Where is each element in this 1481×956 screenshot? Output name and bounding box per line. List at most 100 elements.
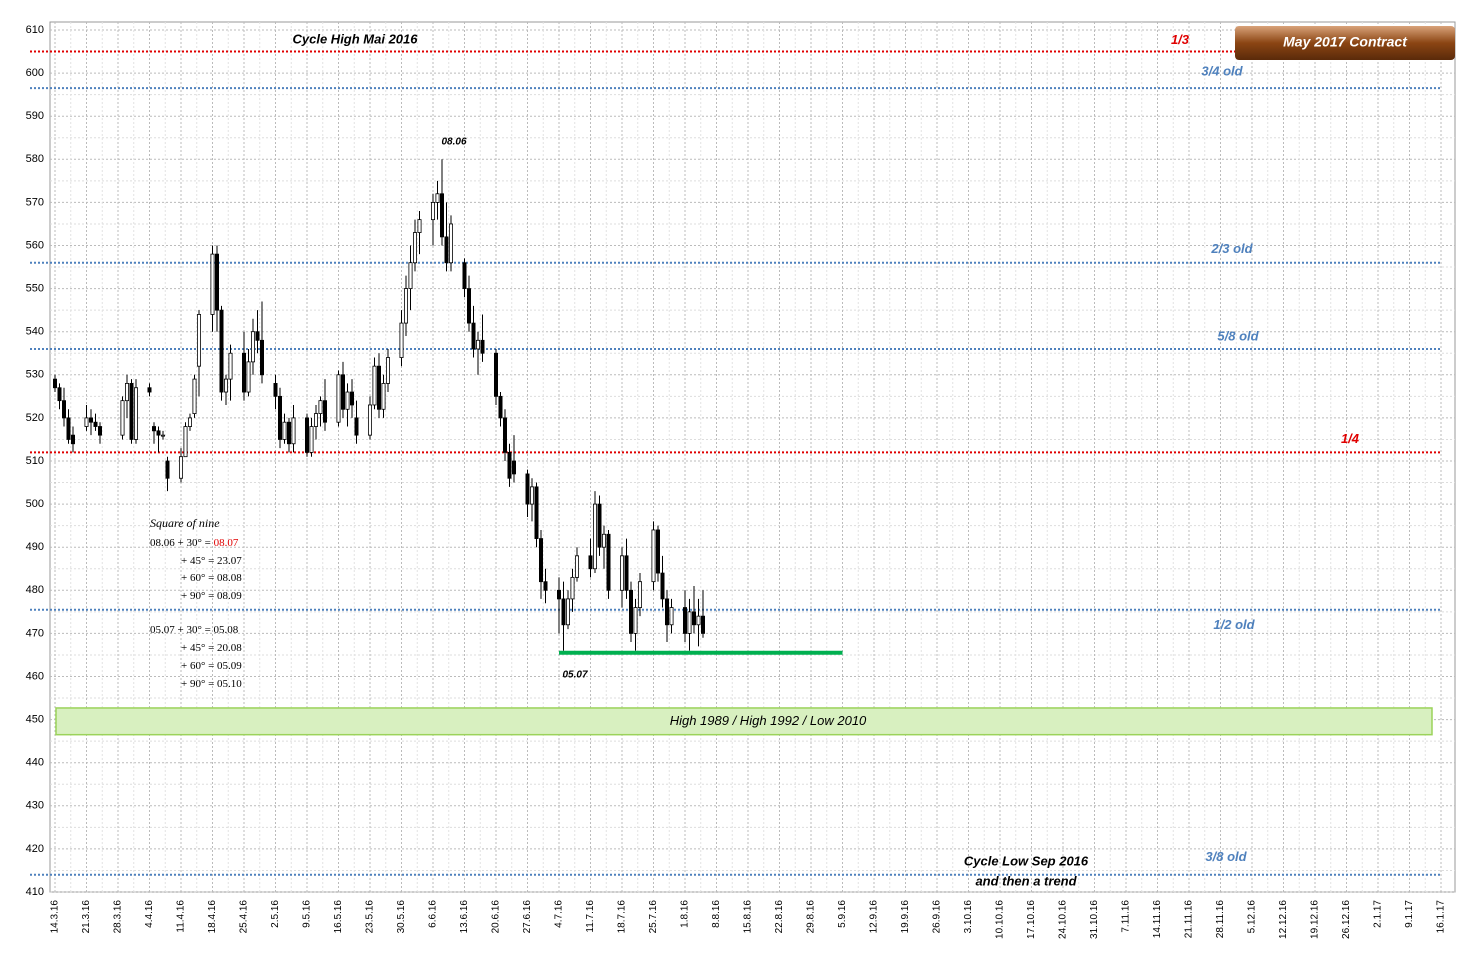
level-label: 5/8 old: [1217, 328, 1259, 343]
annotation: Cycle High Mai 2016: [293, 31, 419, 46]
candle-body: [340, 374, 345, 410]
candle-body: [651, 529, 656, 583]
x-tick-label: 9.5.16: [302, 900, 313, 928]
candle-body: [597, 503, 602, 548]
zone-label: High 1989 / High 1992 / Low 2010: [670, 713, 867, 728]
candle-body: [156, 430, 161, 436]
candle-body: [660, 572, 665, 600]
y-tick-label: 590: [26, 110, 44, 122]
sq-part: + 45° = 20.08: [181, 642, 242, 654]
candle-body: [160, 434, 165, 437]
x-tick-label: 29.8.16: [806, 900, 817, 934]
x-tick-label: 16.5.16: [333, 900, 344, 934]
candle-body: [120, 400, 125, 436]
sq-line: + 60° = 05.09: [181, 660, 242, 672]
candle-body: [435, 193, 440, 203]
x-tick-label: 31.10.16: [1089, 900, 1100, 939]
y-tick-label: 470: [26, 627, 44, 639]
x-tick-label: 12.12.16: [1278, 900, 1289, 939]
y-tick-label: 610: [26, 24, 44, 36]
candle-body: [187, 417, 192, 427]
candle-body: [57, 387, 62, 402]
candle-body: [638, 581, 643, 608]
x-tick-label: 9.1.17: [1404, 900, 1415, 928]
y-tick-label: 560: [26, 239, 44, 251]
candle-body: [624, 555, 629, 591]
x-tick-label: 14.3.16: [50, 900, 61, 934]
candle-body: [475, 339, 480, 350]
candle-body: [633, 607, 638, 634]
x-tick-label: 28.11.16: [1215, 900, 1226, 939]
x-tick-label: 21.11.16: [1184, 900, 1195, 939]
x-tick-label: 26.9.16: [932, 900, 943, 934]
candle-body: [93, 421, 98, 427]
candle-body: [656, 529, 661, 574]
candle-body: [71, 434, 76, 445]
candle-body: [219, 309, 224, 393]
x-tick-label: 6.6.16: [428, 900, 439, 928]
candle-body: [151, 426, 156, 432]
x-tick-label: 19.12.16: [1310, 900, 1321, 939]
candle-body: [53, 378, 58, 389]
x-tick-label: 22.8.16: [774, 900, 785, 934]
x-tick-label: 14.11.16: [1152, 900, 1163, 939]
level-label: 3/4 old: [1201, 64, 1243, 79]
y-tick-label: 580: [26, 153, 44, 165]
candle-body: [241, 352, 246, 393]
sq-part: + 60° = 05.09: [181, 660, 242, 672]
x-tick-label: 7.11.16: [1121, 900, 1132, 933]
candle-body: [286, 421, 291, 445]
candle-body: [507, 451, 512, 479]
candle-body: [313, 413, 318, 427]
candle-body: [493, 352, 498, 397]
y-tick-label: 460: [26, 670, 44, 682]
x-tick-label: 11.4.16: [176, 900, 187, 933]
candle-body: [665, 598, 670, 626]
level-label: 1/3: [1171, 32, 1190, 47]
plot-frame: [49, 21, 1456, 893]
candle-body: [367, 404, 372, 436]
x-tick-label: 12.9.16: [869, 900, 880, 934]
candle-body: [570, 576, 575, 600]
sq-part: 05.07 + 30° = 05.08: [150, 624, 239, 636]
candle-body: [165, 460, 170, 479]
grid: [50, 22, 1455, 893]
candle-body: [448, 223, 453, 264]
candle-body: [399, 322, 404, 358]
levels: High 1989 / High 1992 / Low 2010 1/3 3/4 o…: [30, 32, 1440, 876]
sq-part: 08.06 + 30° =: [150, 537, 214, 549]
candle-body: [417, 219, 422, 233]
y-tick-label: 520: [26, 412, 44, 424]
candle-body: [629, 589, 634, 634]
candle-body: [336, 374, 341, 423]
x-tick-label: 24.10.16: [1058, 900, 1069, 939]
sq-line: + 45° = 20.08: [181, 642, 242, 654]
x-tick-label: 11.7.16: [585, 900, 596, 933]
x-tick-label: 15.8.16: [743, 900, 754, 934]
x-tick-label: 5.12.16: [1247, 900, 1258, 934]
candle-body: [561, 598, 566, 626]
candle-body: [214, 253, 219, 311]
candle-body: [259, 339, 264, 376]
x-tick-label: 13.6.16: [459, 900, 470, 934]
candles: [53, 159, 706, 651]
candle-body: [471, 322, 476, 350]
candle-body: [223, 378, 228, 393]
candle-body: [318, 400, 323, 414]
candle-body: [345, 391, 350, 410]
annotation: 05.07: [562, 670, 587, 681]
sq-line: + 90° = 08.09: [181, 590, 242, 602]
candle-body: [183, 426, 188, 458]
candle-body: [250, 331, 255, 363]
x-tick-label: 1.8.16: [680, 900, 691, 928]
candle-body: [309, 426, 314, 453]
candle-body: [512, 460, 517, 475]
candle-body: [354, 417, 359, 436]
candle-body: [701, 615, 706, 634]
y-tick-label: 490: [26, 541, 44, 553]
y-tick-label: 510: [26, 455, 44, 467]
x-tick-label: 18.7.16: [617, 900, 628, 934]
y-tick-label: 430: [26, 800, 44, 812]
candle-body: [683, 607, 688, 634]
